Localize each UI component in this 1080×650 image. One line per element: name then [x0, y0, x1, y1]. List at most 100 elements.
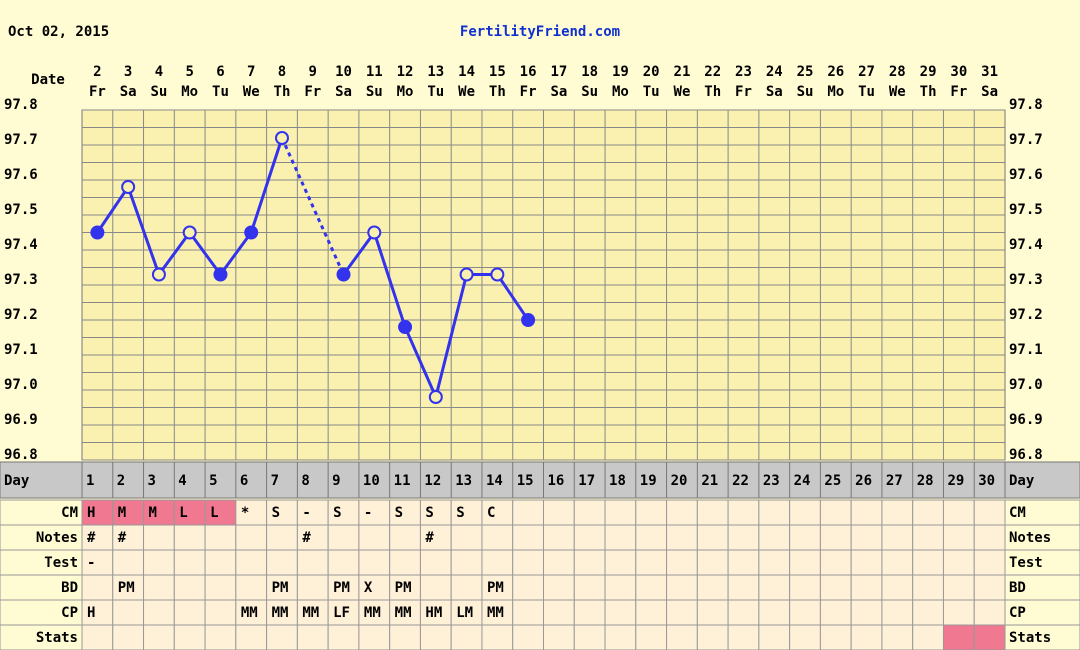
temperature-bridge [280, 137, 345, 276]
table-cell [789, 624, 821, 650]
row-label: BD [61, 580, 78, 596]
table-cell [481, 624, 514, 650]
cell-text: M [149, 505, 157, 521]
weekday-label: Sa [981, 84, 998, 100]
table-cell [758, 549, 791, 576]
day-number: 23 [763, 473, 780, 489]
table-cell [604, 574, 637, 601]
table-cell [143, 499, 175, 526]
day-number: 9 [332, 473, 340, 489]
cell-text: S [395, 505, 403, 521]
table-cell [881, 524, 914, 551]
table-cell [912, 499, 944, 526]
y-tick-label: 97.5 [4, 202, 38, 218]
temperature-point [121, 180, 136, 194]
table-cell [389, 549, 421, 576]
table-cell [450, 524, 483, 551]
table-cell [296, 574, 329, 601]
row-label-cell [0, 624, 83, 650]
temperature-point [490, 267, 505, 282]
table-cell [727, 499, 760, 526]
table-cell [758, 524, 791, 551]
row-label-right: CP [1009, 605, 1026, 621]
table-cell [543, 524, 575, 551]
x-tick-label: 12 [397, 64, 414, 80]
table-cell [204, 599, 237, 626]
row-label-cell-right [1004, 574, 1080, 601]
table-cell [942, 549, 975, 576]
table-cell [973, 499, 1006, 526]
table-cell [850, 599, 883, 626]
weekday-label: Mo [397, 84, 414, 100]
table-cell [635, 624, 668, 650]
table-cell [327, 549, 360, 576]
cell-text: LF [333, 605, 350, 621]
table-cell [758, 574, 791, 601]
table-cell [635, 549, 668, 576]
table-cell [235, 624, 268, 650]
table-cell [604, 599, 637, 626]
weekday-label: Fr [304, 84, 321, 100]
cell-text: - [87, 555, 95, 571]
weekday-label: Th [704, 84, 721, 100]
table-cell [696, 599, 729, 626]
table-cell [296, 624, 329, 650]
weekday-label: Sa [120, 84, 137, 100]
table-cell [389, 524, 421, 551]
cell-text: S [456, 505, 464, 521]
table-cell [512, 574, 545, 601]
table-cell [450, 549, 483, 576]
table-cell [81, 549, 114, 576]
cell-text: LM [456, 605, 473, 621]
row-label-cell [0, 524, 83, 551]
cell-text: S [333, 505, 341, 521]
day-number: 26 [855, 473, 872, 489]
table-cell [143, 574, 175, 601]
table-cell [696, 574, 729, 601]
table-cell [819, 549, 852, 576]
day-number: 24 [794, 473, 811, 489]
table-cell [881, 499, 914, 526]
weekday-label: Th [920, 84, 937, 100]
y-tick-label-right: 97.2 [1009, 307, 1043, 323]
weekday-label: Su [797, 84, 814, 100]
y-tick-label: 97.4 [4, 237, 38, 253]
x-tick-label: 24 [766, 64, 783, 80]
table-cell [666, 599, 698, 626]
day-label-right: Day [1009, 473, 1035, 489]
weekday-label: Tu [427, 84, 444, 100]
y-tick-label-right: 97.3 [1009, 272, 1043, 288]
weekday-label: Th [489, 84, 506, 100]
table-cell [266, 624, 298, 650]
day-number: 2 [117, 473, 125, 489]
cell-text: L [210, 505, 218, 521]
table-cell [819, 574, 852, 601]
cell-text: MM [241, 605, 258, 621]
temperature-point [336, 267, 351, 282]
row-label-right: Stats [1009, 630, 1051, 646]
table-cell [512, 524, 545, 551]
table-cell [512, 624, 545, 650]
table-cell [666, 499, 698, 526]
table-cell [789, 574, 821, 601]
y-tick-label: 97.6 [4, 167, 38, 183]
row-label-right: Test [1009, 555, 1043, 571]
temperature-point [521, 313, 536, 327]
weekday-label: Mo [827, 84, 844, 100]
x-tick-label: 19 [612, 64, 629, 80]
table-cell [81, 624, 114, 650]
table-cell [666, 524, 698, 551]
x-tick-label: 14 [458, 64, 475, 80]
y-tick-label: 96.9 [4, 412, 38, 428]
table-cell [573, 549, 606, 576]
x-tick-label: 29 [920, 64, 937, 80]
cell-text: H [87, 505, 95, 521]
table-cell [942, 599, 975, 626]
cell-text: MM [302, 605, 319, 621]
weekday-label: Su [581, 84, 598, 100]
table-cell [419, 624, 452, 650]
row-label-cell [0, 499, 83, 526]
chart-date: Oct 02, 2015 [8, 24, 109, 40]
day-number: 12 [424, 473, 441, 489]
weekday-label: Su [366, 84, 383, 100]
